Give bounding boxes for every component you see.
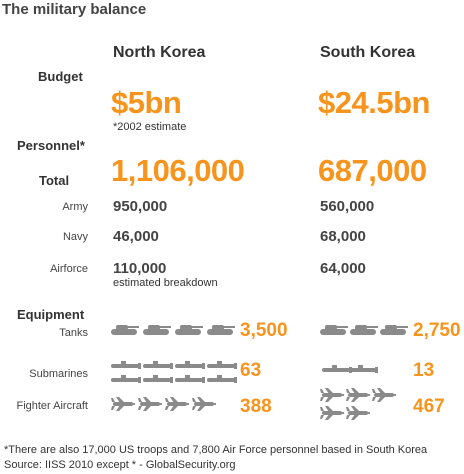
north-total-value: 1,106,000 xyxy=(111,153,245,188)
submarine-icon xyxy=(143,361,173,369)
fighter-aircraft-icon xyxy=(320,406,344,420)
fighter-aircraft-icon xyxy=(165,397,189,411)
tank-icon xyxy=(111,325,139,335)
fighter-aircraft-icon xyxy=(346,406,370,420)
submarine-icon xyxy=(207,361,237,369)
south-korea-heading: South Korea xyxy=(320,44,416,61)
fighter-aircraft-icon xyxy=(138,397,162,411)
north-submarines-value: 63 xyxy=(240,360,262,381)
equipment-label: Equipment xyxy=(17,307,85,322)
tank-icon xyxy=(380,325,408,335)
north-army-value: 950,000 xyxy=(113,198,168,215)
fighter-aircraft-icon xyxy=(320,388,344,402)
tank-icon xyxy=(207,325,235,335)
source-note: Source: IISS 2010 except * - GlobalSecur… xyxy=(4,459,236,471)
army-label: Army xyxy=(62,201,88,213)
south-total-value: 687,000 xyxy=(318,153,427,188)
submarine-icon xyxy=(111,361,141,369)
total-label: Total xyxy=(39,173,70,188)
tank-icon xyxy=(320,325,348,335)
navy-label: Navy xyxy=(62,231,88,243)
south-navy-value: 68,000 xyxy=(320,228,366,245)
personnel-label: Personnel* xyxy=(17,138,85,153)
north-airforce-value: 110,000 xyxy=(113,260,167,277)
submarine-icon xyxy=(348,365,378,373)
south-tanks-value: 2,750 xyxy=(413,320,461,341)
north-budget-value: $5bn xyxy=(111,85,182,120)
submarine-icon xyxy=(143,375,173,383)
fighter-aircraft-icon xyxy=(346,388,370,402)
fighter-aircraft-icon xyxy=(111,397,135,411)
tank-icon xyxy=(143,325,171,335)
tank-icon xyxy=(350,325,378,335)
submarine-icon xyxy=(207,375,237,383)
submarine-icon xyxy=(175,361,205,369)
page-title: The military balance xyxy=(2,1,147,18)
fighter-aircraft-icon xyxy=(192,397,216,411)
north-korea-heading: North Korea xyxy=(113,44,206,61)
fighter-aircraft-label: Fighter Aircraft xyxy=(16,400,88,412)
south-submarines-value: 13 xyxy=(413,360,435,381)
submarines-label: Submarines xyxy=(29,368,88,380)
north-budget-note: *2002 estimate xyxy=(113,121,187,133)
south-airforce-value: 64,000 xyxy=(320,260,366,277)
south-army-value: 560,000 xyxy=(320,198,375,215)
footnote: *There are also 17,000 US troops and 7,8… xyxy=(4,444,428,456)
fighter-aircraft-icon xyxy=(372,388,396,402)
north-tanks-value: 3,500 xyxy=(240,320,288,341)
airforce-label: Airforce xyxy=(50,263,88,275)
submarine-icon xyxy=(111,375,141,383)
south-budget-value: $24.5bn xyxy=(318,85,430,120)
submarine-icon xyxy=(175,375,205,383)
north-airforce-note: estimated breakdown xyxy=(113,277,218,289)
south-aircraft-value: 467 xyxy=(413,396,445,417)
budget-label: Budget xyxy=(38,69,83,84)
tank-icon xyxy=(175,325,203,335)
north-navy-value: 46,000 xyxy=(113,228,159,245)
tanks-label: Tanks xyxy=(59,327,88,339)
north-aircraft-value: 388 xyxy=(240,396,272,417)
